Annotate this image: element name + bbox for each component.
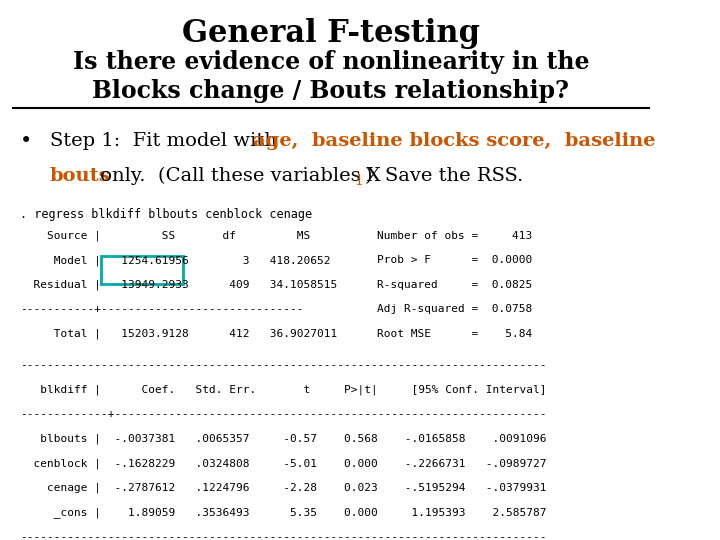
Text: Total |   15203.9128      412   36.9027011: Total | 15203.9128 412 36.9027011 bbox=[20, 329, 337, 340]
Text: -----------+------------------------------: -----------+----------------------------… bbox=[20, 305, 303, 314]
Text: Prob > F      =  0.0000: Prob > F = 0.0000 bbox=[377, 255, 533, 265]
Text: _cons |    1.89059   .3536493      5.35    0.000     1.195393    2.585787: _cons | 1.89059 .3536493 5.35 0.000 1.19… bbox=[20, 508, 546, 518]
Text: ------------------------------------------------------------------------------: ----------------------------------------… bbox=[20, 532, 546, 540]
Text: Model |   1254.61956        3   418.20652: Model | 1254.61956 3 418.20652 bbox=[20, 255, 330, 266]
Text: Source |         SS       df         MS: Source | SS df MS bbox=[20, 231, 310, 241]
Text: bouts: bouts bbox=[50, 167, 110, 185]
Text: Root MSE      =    5.84: Root MSE = 5.84 bbox=[377, 329, 533, 339]
Text: R-squared     =  0.0825: R-squared = 0.0825 bbox=[377, 280, 533, 290]
Text: 1: 1 bbox=[355, 174, 364, 188]
Text: -------------+----------------------------------------------------------------: -------------+--------------------------… bbox=[20, 409, 546, 420]
Text: •: • bbox=[20, 132, 32, 151]
Text: )  Save the RSS.: ) Save the RSS. bbox=[365, 167, 523, 185]
Text: Is there evidence of nonlinearity in the
Blocks change / Bouts relationship?: Is there evidence of nonlinearity in the… bbox=[73, 50, 589, 103]
Text: Number of obs =     413: Number of obs = 413 bbox=[377, 231, 533, 241]
Text: ------------------------------------------------------------------------------: ----------------------------------------… bbox=[20, 360, 546, 370]
Text: General F-testing: General F-testing bbox=[182, 18, 480, 49]
Text: Adj R-squared =  0.0758: Adj R-squared = 0.0758 bbox=[377, 305, 533, 314]
Text: only.  (Call these variables X: only. (Call these variables X bbox=[94, 167, 381, 185]
Text: cenage |  -.2787612   .1224796     -2.28    0.023    -.5195294   -.0379931: cenage | -.2787612 .1224796 -2.28 0.023 … bbox=[20, 483, 546, 494]
Text: blkdiff |      Coef.   Std. Err.       t     P>|t|     [95% Conf. Interval]: blkdiff | Coef. Std. Err. t P>|t| [95% C… bbox=[20, 385, 546, 395]
Text: Residual |   13949.2933      409   34.1058515: Residual | 13949.2933 409 34.1058515 bbox=[20, 280, 337, 291]
Text: age,  baseline blocks score,  baseline: age, baseline blocks score, baseline bbox=[253, 132, 656, 150]
Text: Step 1:  Fit model with: Step 1: Fit model with bbox=[50, 132, 283, 150]
Text: blbouts |  -.0037381   .0065357     -0.57    0.568    -.0165858    .0091096: blbouts | -.0037381 .0065357 -0.57 0.568… bbox=[20, 434, 546, 444]
Text: cenblock |  -.1628229   .0324808     -5.01    0.000    -.2266731   -.0989727: cenblock | -.1628229 .0324808 -5.01 0.00… bbox=[20, 458, 546, 469]
Text: . regress blkdiff blbouts cenblock cenage: . regress blkdiff blbouts cenblock cenag… bbox=[20, 208, 312, 221]
